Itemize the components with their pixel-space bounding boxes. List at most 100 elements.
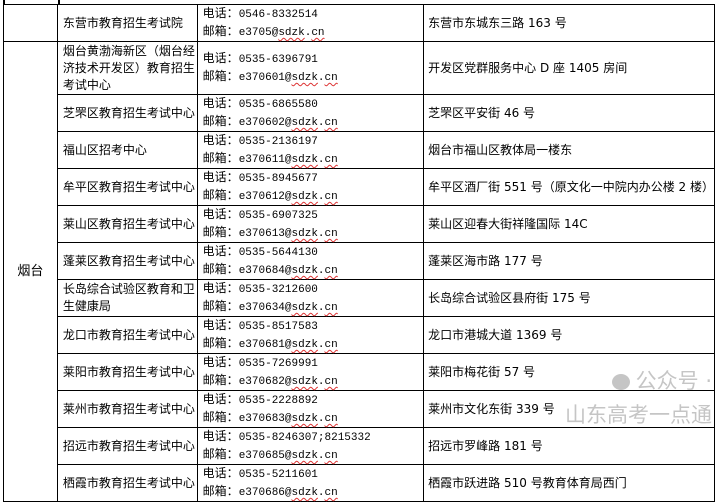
office-name: 莱阳市教育招生考试中心: [56, 353, 198, 391]
phone-line: 电话：0535-2228892: [203, 391, 423, 409]
email-user: e370682: [238, 376, 285, 388]
watermark-text: 公众号 · 山东高考一点通: [565, 369, 712, 427]
email-user: e370634: [238, 302, 285, 314]
phone-line: 电话：0535-8246307;8215332: [203, 428, 423, 446]
email-line[interactable]: 邮箱：e370612@sdzk.cn: [202, 188, 338, 203]
address-cell: 栖霞市跃进路 510 号教育体育局西门: [423, 464, 715, 502]
email-tld: cn: [324, 339, 338, 351]
table-row: 东营市教育招生考试院 电话：0546-8332514 邮箱：e3705@sdzk…: [3, 4, 715, 42]
phone-number: 0535-6907325: [238, 210, 318, 222]
email-domain: sdzk: [291, 154, 318, 166]
email-line[interactable]: 邮箱：e370601@sdzk.cn: [202, 69, 338, 84]
email-tld: cn: [324, 302, 338, 314]
address-cell: 开发区党群服务中心 D 座 1405 房间: [423, 41, 715, 95]
email-label: 邮箱：: [202, 151, 239, 165]
table-row: 招远市教育招生考试中心 电话：0535-8246307;8215332 邮箱：e…: [4, 427, 715, 465]
email-line[interactable]: 邮箱：e370684@sdzk.cn: [202, 262, 338, 277]
table-border-stub: [58, 0, 60, 5]
email-tld: cn: [324, 376, 338, 388]
phone-label: 电话：: [202, 318, 239, 332]
email-label: 邮箱：: [202, 373, 239, 387]
table-row: 莱州市教育招生考试中心 电话：0535-2228892 邮箱：e370683@s…: [4, 390, 715, 428]
phone-number: 0535-3212600: [238, 284, 318, 296]
address-cell: 莱山区迎春大街祥隆国际 14C: [423, 205, 715, 243]
email-label: 邮箱：: [202, 484, 239, 498]
address-cell: 蓬莱区海市路 177 号: [423, 242, 715, 280]
phone-line: 电话：0535-5644130: [203, 243, 423, 261]
email-line[interactable]: 邮箱：e370686@sdzk.cn: [202, 484, 338, 499]
email-domain: sdzk: [291, 413, 318, 425]
phone-line: 电话：0535-3212600: [203, 280, 423, 298]
email-label: 邮箱：: [202, 188, 239, 202]
office-name: 蓬莱区教育招生考试中心: [56, 242, 198, 280]
office-name: 招远市教育招生考试中心: [56, 427, 198, 465]
phone-label: 电话：: [202, 133, 239, 147]
email-tld: cn: [311, 27, 325, 39]
email-line[interactable]: 邮箱：e370681@sdzk.cn: [202, 336, 338, 351]
office-name: 东营市教育招生考试院: [56, 4, 198, 42]
email-label: 邮箱：: [202, 262, 239, 276]
email-domain: sdzk: [291, 191, 318, 203]
table-row: 长岛综合试验区教育和卫生健康局 电话：0535-3212600 邮箱：e3706…: [4, 279, 715, 317]
phone-line: 电话：0535-2136197: [203, 132, 423, 150]
email-line[interactable]: 邮箱：e370613@sdzk.cn: [202, 225, 338, 240]
email-label: 邮箱：: [202, 225, 239, 239]
contact-cell: 电话：0535-6865580 邮箱：e370602@sdzk.cn: [196, 94, 425, 132]
email-line[interactable]: 邮箱：e370683@sdzk.cn: [202, 410, 338, 425]
contact-cell: 电话：0535-5644130 邮箱：e370684@sdzk.cn: [196, 242, 425, 280]
phone-label: 电话：: [202, 170, 239, 184]
office-name: 牟平区教育招生考试中心: [56, 168, 198, 206]
email-domain: sdzk: [291, 302, 318, 314]
email-domain: sdzk: [291, 228, 318, 240]
email-user: e3705: [238, 27, 272, 39]
office-name: 烟台黄渤海新区（烟台经济技术开发区）教育招生考试中心: [56, 41, 198, 95]
email-label: 邮箱：: [202, 410, 239, 424]
email-domain: sdzk: [291, 265, 318, 277]
email-tld: cn: [324, 265, 338, 277]
phone-number: 0535-8945677: [238, 173, 318, 185]
email-user: e370684: [238, 265, 285, 277]
phone-line: 电话：0535-7269991: [203, 354, 423, 372]
email-label: 邮箱：: [202, 24, 239, 38]
contact-cell: 电话：0546-8332514 邮箱：e3705@sdzk.cn: [196, 4, 425, 42]
table-row: 牟平区教育招生考试中心 电话：0535-8945677 邮箱：e370612@s…: [4, 168, 715, 206]
contact-cell: 电话：0535-2228892 邮箱：e370683@sdzk.cn: [196, 390, 425, 428]
email-line[interactable]: 邮箱：e370682@sdzk.cn: [202, 373, 338, 388]
address-cell: 长岛综合试验区县府街 175 号: [423, 279, 715, 317]
contact-cell: 电话：0535-3212600 邮箱：e370634@sdzk.cn: [196, 279, 425, 317]
email-line[interactable]: 邮箱：e370685@sdzk.cn: [202, 447, 338, 462]
phone-label: 电话：: [202, 244, 239, 258]
contact-cell: 电话：0535-6907325 邮箱：e370613@sdzk.cn: [196, 205, 425, 243]
watermark: 公众号 · 山东高考一点通: [562, 364, 712, 432]
office-name: 栖霞市教育招生考试中心: [56, 464, 198, 502]
email-domain: sdzk: [291, 376, 318, 388]
phone-number: 0535-6865580: [238, 99, 318, 111]
email-label: 邮箱：: [202, 69, 239, 83]
address-cell: 招远市罗峰路 181 号: [423, 427, 715, 465]
table-row: 栖霞市教育招生考试中心 电话：0535-5211601 邮箱：e370686@s…: [4, 464, 715, 502]
email-label: 邮箱：: [202, 447, 239, 461]
office-name: 福山区招考中心: [56, 131, 198, 169]
email-label: 邮箱：: [202, 336, 239, 350]
phone-line: 电话：0535-6396791: [203, 50, 423, 68]
exam-office-table: 东营市教育招生考试院 电话：0546-8332514 邮箱：e3705@sdzk…: [3, 4, 715, 502]
email-line[interactable]: 邮箱：e370602@sdzk.cn: [202, 114, 338, 129]
email-line[interactable]: 邮箱：e370634@sdzk.cn: [202, 299, 338, 314]
email-domain: sdzk: [291, 339, 318, 351]
table-row: 莱山区教育招生考试中心 电话：0535-6907325 邮箱：e370613@s…: [4, 205, 715, 243]
table-row: 龙口市教育招生考试中心 电话：0535-8517583 邮箱：e370681@s…: [4, 316, 715, 354]
phone-number: 0535-5644130: [238, 247, 318, 259]
email-domain: sdzk: [291, 117, 318, 129]
phone-line: 电话：0535-6907325: [203, 206, 423, 224]
email-domain: sdzk: [291, 487, 318, 499]
address-cell: 烟台市福山区教体局一楼东: [423, 131, 715, 169]
phone-label: 电话：: [202, 429, 239, 443]
email-line[interactable]: 邮箱：e3705@sdzk.cn: [202, 24, 325, 39]
phone-number: 0535-7269991: [238, 358, 318, 370]
phone-label: 电话：: [202, 51, 239, 65]
table-border-stub: [3, 0, 5, 5]
email-label: 邮箱：: [202, 114, 239, 128]
contact-cell: 电话：0535-7269991 邮箱：e370682@sdzk.cn: [196, 353, 425, 391]
email-line[interactable]: 邮箱：e370611@sdzk.cn: [202, 151, 338, 166]
email-user: e370601: [238, 72, 285, 84]
